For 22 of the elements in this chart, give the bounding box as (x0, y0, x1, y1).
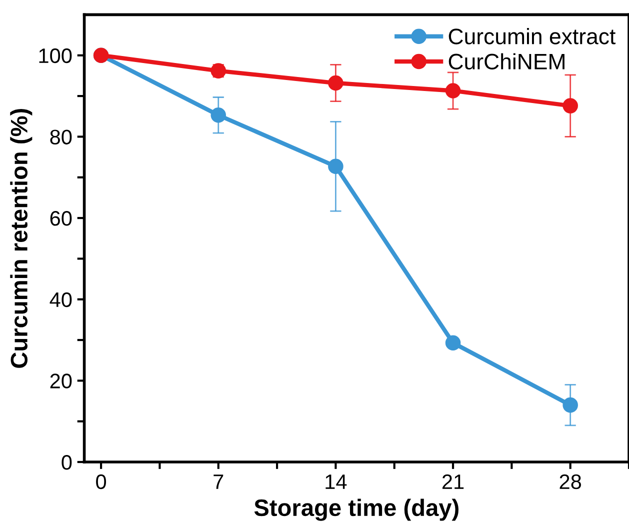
y-tick-label: 60 (50, 211, 72, 226)
point (562, 397, 578, 413)
x-tick-label: 0 (96, 474, 106, 490)
y-tick-label: 80 (50, 130, 72, 144)
legend-label: CurChiNEM (448, 53, 564, 70)
point (328, 75, 344, 91)
y-tick-label: 20 (50, 374, 72, 388)
y-tick-label: 40 (50, 292, 72, 308)
point (445, 83, 461, 98)
x-tick-label: 28 (560, 474, 582, 490)
y-tick-label: 0 (62, 455, 72, 470)
point (328, 158, 344, 174)
y-tick-label: 100 (39, 48, 72, 64)
x-tick-label: 7 (214, 474, 224, 489)
x-axis-title: Storage time (day) (254, 498, 458, 521)
point (445, 335, 461, 350)
x-tick-label: 21 (442, 474, 464, 489)
point (210, 108, 226, 123)
x-tick-label: 14 (326, 474, 347, 489)
point (562, 98, 578, 114)
legend-label: Curcumin extract (448, 28, 616, 44)
y-axis-title: Curcumin retention (%) (10, 109, 32, 368)
